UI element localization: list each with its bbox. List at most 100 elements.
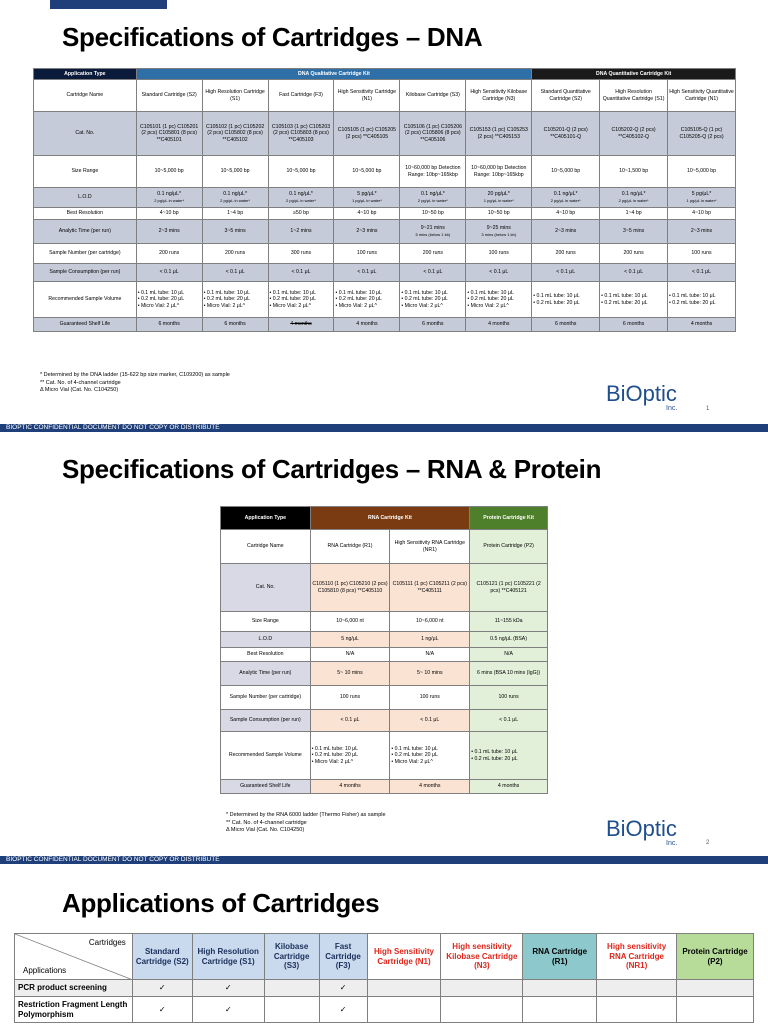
cell-value: 1~4 bp [227, 210, 244, 217]
cell-value: • 0.1 mL tube: 10 μL • 0.2 mL tube: 20 μ… [669, 293, 716, 306]
cell-value: C105102 (1 pc) C105202 (2 pcs) C105802 (… [205, 124, 265, 143]
table-cell: 100 runs [469, 685, 548, 710]
table-cell: C105121 (1 pc) C105221 (2 pcs) **C405121 [469, 563, 548, 612]
row-label: Sample Consumption (per run) [33, 263, 137, 282]
cell-value: 10~50 bp [421, 210, 444, 217]
header-rna-kit: RNA Cartridge Kit [309, 506, 471, 530]
check-cell [263, 996, 320, 1023]
table-cell: 4~10 bp [333, 207, 401, 220]
table-cell: High Resolution Cartridge (S1) [201, 79, 269, 112]
cell-value: 4~10 bp [159, 210, 179, 217]
table-cell: 300 runs [267, 243, 335, 264]
cell-value: • 0.1 mL tube: 10 μL • 0.2 mL tube: 20 μ… [137, 290, 185, 309]
table-cell: 10~5,000 bp [667, 155, 736, 188]
cell-value: 100 runs [356, 250, 378, 257]
footnote: Δ Micro Vial (Cat. No. C104250) [226, 827, 305, 833]
bioptic-logo: BiOptic Inc. [606, 816, 677, 847]
table-cell: • 0.1 mL tube: 10 μL • 0.2 mL tube: 20 μ… [333, 281, 401, 318]
header-application-type: Application Type [220, 506, 311, 530]
header-application-type: Application Type [33, 68, 137, 80]
cell-value: 200 runs [224, 250, 246, 257]
table-cell: 0.5 ng/μL (BSA) [469, 631, 548, 648]
table-cell: RNA Cartridge (R1) [309, 529, 391, 564]
table-cell: 100 runs [465, 243, 533, 264]
cell-value: < 0.1 μL [159, 269, 179, 276]
table-cell: N/A [389, 647, 471, 662]
cell-value: 0.1 ng/μL* [420, 191, 445, 198]
table-cell: C105111 (1 pc) C105211 (2 pcs) **C405111 [389, 563, 471, 612]
cell-value: 200 runs [422, 250, 443, 257]
table-cell: < 0.1 μL [399, 263, 467, 282]
cell-value: Standard Cartridge (S2) [141, 92, 197, 99]
table-cell: 1~4 bp [599, 207, 669, 220]
slide-title: Applications of Cartridges [62, 888, 380, 918]
cell-subvalue: 2 pg/μL in water* [286, 197, 316, 203]
row-label: Recommended Sample Volume [220, 731, 311, 780]
applications-table: Cartridges Applications Standard Cartrid… [14, 933, 754, 1023]
check-cell: ✓ [131, 979, 193, 997]
cell-value: High Sensitivity Quantitative Cartridge … [669, 89, 734, 102]
check-cell [366, 996, 442, 1023]
cell-value: 5 pg/μL* [357, 191, 377, 198]
application-label: PCR product screening [14, 979, 133, 997]
table-cell: 11~155 kDa [469, 611, 548, 632]
table-cell: 4~10 bp [135, 207, 203, 220]
table-cell: • 0.1 mL tube: 10 μL • 0.2 mL tube: 20 μ… [531, 281, 601, 318]
dna-spec-table: Application Type DNA Qualitative Cartrid… [33, 68, 736, 332]
cell-value: 10~5,000 bp [154, 168, 184, 175]
row-label: L.O.D [220, 631, 311, 648]
cell-value: 10~5,000 bp [687, 168, 717, 175]
table-cell: 10~5,000 bp [333, 155, 401, 188]
cell-value: • 0.1 mL tube: 10 μL • 0.2 mL tube: 20 μ… [533, 293, 580, 306]
table-cell: 4~10 bp [667, 207, 736, 220]
table-cell: 4 months [667, 317, 736, 332]
logo-text: BiOptic [606, 816, 677, 841]
row-label: Recommended Sample Volume [33, 281, 137, 318]
table-cell: N/A [469, 647, 548, 662]
cell-value: < 0.1 μL [489, 269, 509, 276]
table-cell: • 0.1 mL tube: 10 μL • 0.2 mL tube: 20 μ… [399, 281, 467, 318]
cell-value: High Sensitivity Kilobase Cartridge (N3) [470, 89, 528, 102]
cell-value: 1~2 mins [290, 228, 312, 235]
table-cell: 200 runs [599, 243, 669, 264]
table-cell: C105202-Q (2 pcs) **C405102-Q [599, 111, 669, 156]
cell-value: ≥50 bp [293, 210, 309, 217]
check-cell: ✓ [318, 979, 368, 997]
table-cell: • 0.1 mL tube: 10 μL • 0.2 mL tube: 20 μ… [465, 281, 533, 318]
rna-protein-spec-table: Application Type RNA Cartridge Kit Prote… [220, 506, 548, 794]
slide-applications: Applications of Cartridges Cartridges Ap… [0, 864, 768, 1024]
cell-value: C105106 (1 pc) C105206 (2 pcs) C105806 (… [403, 124, 462, 143]
cell-value: 4 months [356, 321, 378, 328]
header-protein-kit: Protein Cartridge Kit [469, 506, 548, 530]
confidential-banner: BIOPTIC CONFIDENTIAL DOCUMENT DO NOT COP… [0, 424, 768, 432]
table-cell: 10~60,000 bp Detection Range: 10bp~165kb… [465, 155, 533, 188]
table-cell: < 0.1 μL [309, 709, 391, 732]
page-number: 1 [706, 406, 710, 412]
table-cell: 5~ 10 mins [389, 661, 471, 686]
table-cell: < 0.1 μL [465, 263, 533, 282]
col-hs-rna: High sensitivity RNA Cartridge (NR1) [596, 933, 678, 980]
table-cell: ≥50 bp [267, 207, 335, 220]
slide-dna: Specifications of Cartridges – DNA Appli… [0, 0, 768, 432]
cell-value: 9~25 mins [486, 225, 511, 232]
cell-value: < 0.1 μL [624, 269, 644, 276]
row-label: Cartridge Name [220, 529, 311, 564]
table-cell: < 0.1 μL [333, 263, 401, 282]
table-cell: Standard Quantitative Cartridge (S2) [531, 79, 601, 112]
table-cell: High Sensitivity Kilobase Cartridge (N3) [465, 79, 533, 112]
table-cell: 9~21 mins 5 mins (below 1 kb) [399, 219, 467, 244]
table-cell: 2~3 mins [135, 219, 203, 244]
table-cell: High Sensitivity Quantitative Cartridge … [667, 79, 736, 112]
row-label: Sample Number (per cartridge) [33, 243, 137, 264]
cell-value: 20 pg/μL* [487, 191, 510, 198]
check-cell: ✓ [131, 996, 193, 1023]
cell-value: • 0.1 mL tube: 10 μL • 0.2 mL tube: 20 μ… [601, 293, 648, 306]
check-cell: ✓ [318, 996, 368, 1023]
table-cell: 100 runs [309, 685, 391, 710]
table-cell: < 0.1 μL [201, 263, 269, 282]
cell-value: C105101 (1 pc) C105201 (2 pcs) C105801 (… [140, 124, 199, 143]
table-cell: < 0.1 μL [599, 263, 669, 282]
table-cell: 10~5,000 bp [267, 155, 335, 188]
corner-cell: Cartridges Applications [14, 933, 133, 980]
table-cell: 5~ 10 mins [309, 661, 391, 686]
